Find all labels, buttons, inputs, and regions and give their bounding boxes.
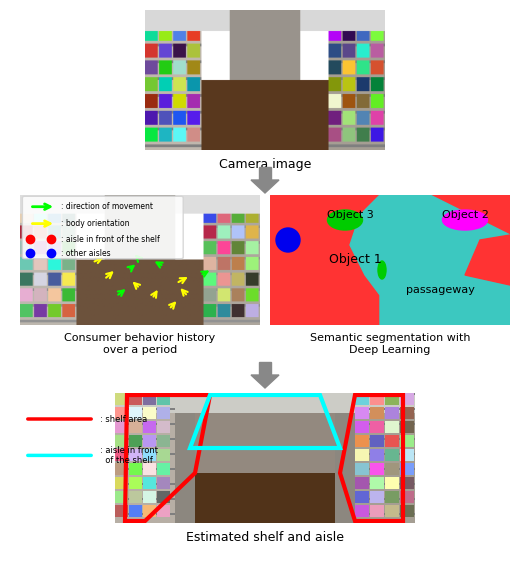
Circle shape: [276, 228, 300, 252]
Polygon shape: [350, 195, 510, 325]
Polygon shape: [465, 235, 510, 285]
Ellipse shape: [400, 194, 430, 206]
Text: Estimated shelf and aisle: Estimated shelf and aisle: [186, 531, 344, 544]
Text: Object 3: Object 3: [326, 210, 373, 220]
Text: : aisle in front of the shelf: : aisle in front of the shelf: [61, 235, 160, 244]
Text: Semantic segmentation with
Deep Learning: Semantic segmentation with Deep Learning: [310, 333, 470, 355]
Polygon shape: [251, 375, 279, 388]
Text: : shelf area: : shelf area: [100, 415, 147, 424]
Text: Camera image: Camera image: [219, 158, 311, 171]
Text: : direction of movement: : direction of movement: [61, 202, 153, 211]
Text: Object 2: Object 2: [441, 210, 489, 220]
Text: Object 1: Object 1: [329, 253, 382, 266]
Polygon shape: [259, 362, 271, 375]
Text: : other aisles: : other aisles: [61, 249, 110, 258]
Text: : body orientation: : body orientation: [61, 219, 129, 228]
Text: Consumer behavior history
over a period: Consumer behavior history over a period: [64, 333, 216, 355]
Ellipse shape: [443, 210, 488, 230]
Ellipse shape: [328, 210, 363, 230]
Ellipse shape: [378, 261, 386, 279]
Text: : aisle in front
  of the shelf: : aisle in front of the shelf: [100, 446, 158, 465]
FancyBboxPatch shape: [4, 401, 109, 487]
FancyBboxPatch shape: [22, 196, 183, 259]
Text: passageway: passageway: [405, 285, 474, 295]
Polygon shape: [251, 180, 279, 193]
Polygon shape: [259, 167, 271, 180]
